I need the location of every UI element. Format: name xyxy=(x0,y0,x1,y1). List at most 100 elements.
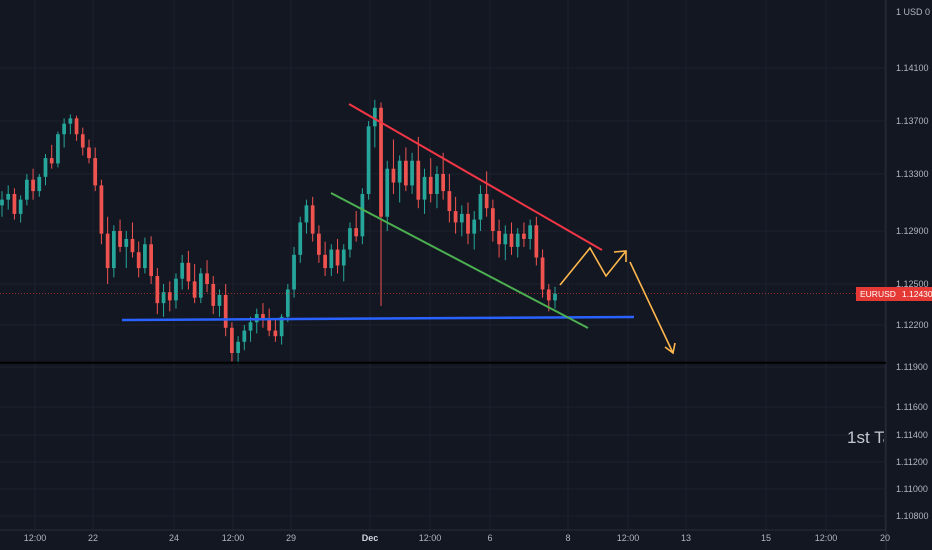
symbol-label: EURUSD xyxy=(860,289,896,299)
projection-arrow-down[interactable] xyxy=(629,261,674,354)
candle-body xyxy=(404,160,408,186)
candle-body xyxy=(18,199,23,214)
price-tick-label: 1.12200 xyxy=(896,320,929,330)
candle-body xyxy=(161,292,166,304)
price-tick-label: 1.10800 xyxy=(896,511,929,521)
candle-body xyxy=(236,341,240,353)
candle-body xyxy=(49,158,54,164)
candle-body xyxy=(478,193,483,220)
candle-body xyxy=(360,193,365,237)
candle-body xyxy=(484,193,489,209)
candle-body xyxy=(410,160,414,186)
candle-body xyxy=(422,176,427,200)
candle-body xyxy=(205,273,209,284)
time-tick-label: 12:00 xyxy=(222,533,245,543)
candle-body xyxy=(472,219,477,234)
time-axis-labels: 12:00 22 24 12:00 29 Dec 12:00 6 8 12:00 13 15 12:00… xyxy=(24,533,890,543)
candle-body xyxy=(447,191,452,212)
candle-body xyxy=(74,118,79,135)
candle-body xyxy=(0,199,4,206)
candle-body xyxy=(24,179,29,200)
price-tick-label: 1.14100 xyxy=(896,63,929,73)
candle-body xyxy=(43,158,48,177)
candle-body xyxy=(534,225,539,258)
candle-body xyxy=(522,233,526,239)
annotation-text[interactable]: 1st Ta xyxy=(847,428,884,447)
price-tick-label: 1.13700 xyxy=(896,116,929,126)
candle-body xyxy=(509,233,514,247)
candle-body xyxy=(99,185,104,234)
candle-body xyxy=(62,123,66,135)
candle-body xyxy=(335,249,340,266)
support-trend-line[interactable] xyxy=(121,315,635,322)
candle-body xyxy=(372,107,377,127)
price-tick-label: 1.11600 xyxy=(896,402,928,412)
time-tick-label: 13 xyxy=(681,533,691,543)
candle-body xyxy=(310,205,315,234)
candle-body xyxy=(105,233,110,269)
candle-body xyxy=(528,225,533,239)
time-tick-label: 12:00 xyxy=(617,533,640,543)
candle-body xyxy=(186,262,191,282)
drawings xyxy=(0,103,886,364)
candle-body xyxy=(155,276,160,304)
candle-body xyxy=(248,322,253,331)
candle-body xyxy=(515,233,520,247)
last-price-value: 1.12430 xyxy=(901,289,932,299)
time-tick-label: 24 xyxy=(169,533,179,543)
candle-body xyxy=(12,193,17,214)
candle-body xyxy=(459,213,464,223)
candle-body xyxy=(546,289,551,301)
candle-body xyxy=(435,174,439,194)
currency-label[interactable]: 1 USD 0 xyxy=(896,7,931,17)
candle-body xyxy=(192,281,197,298)
candle-body xyxy=(118,231,122,247)
candle-body xyxy=(93,158,98,186)
candle-body xyxy=(553,293,557,301)
last-price-tag: EURUSD 1.12430 xyxy=(856,287,932,301)
candle-body xyxy=(323,254,327,269)
candle-body xyxy=(211,284,216,306)
candle-body xyxy=(391,168,396,183)
candle-body xyxy=(453,211,458,223)
candle-body xyxy=(149,244,153,277)
candle-body xyxy=(304,205,309,223)
price-axis-labels: 1.14100 1.13700 1.13300 1.12900 1.12500 1.122… xyxy=(896,63,929,521)
candle-body xyxy=(31,179,35,192)
candle-body xyxy=(298,222,303,255)
time-tick-label: 12:00 xyxy=(419,533,442,543)
projection-arrow-path[interactable] xyxy=(559,246,627,286)
candle-body xyxy=(143,244,147,269)
candle-body xyxy=(87,147,91,159)
candle-body xyxy=(441,174,446,192)
candle-body xyxy=(167,292,172,301)
candle-body xyxy=(111,231,116,269)
candle-body xyxy=(124,238,129,247)
candle-body xyxy=(6,193,11,200)
time-tick-label: 15 xyxy=(761,533,771,543)
candle-body xyxy=(217,294,222,306)
price-tick-label: 1.12900 xyxy=(896,226,929,236)
candle-body xyxy=(174,278,178,301)
time-tick-label: 29 xyxy=(286,533,296,543)
candle-body xyxy=(242,330,247,342)
candle-body xyxy=(540,257,545,290)
candle-body xyxy=(397,160,402,183)
candle-body xyxy=(348,228,352,250)
price-tick-label: 1.13300 xyxy=(896,169,929,179)
candle-body xyxy=(416,160,421,200)
candle-body xyxy=(267,319,272,331)
lower-trend-line[interactable] xyxy=(330,192,589,329)
resistance-trend-line[interactable] xyxy=(348,103,603,251)
candle-body xyxy=(385,168,390,217)
price-tick-label: 1.11000 xyxy=(896,484,928,494)
candle-body xyxy=(273,330,278,337)
candle-body xyxy=(261,314,265,320)
price-tick-label: 1.12500 xyxy=(896,279,929,289)
candle-body xyxy=(329,249,334,269)
candle-body xyxy=(223,294,228,328)
candle-body xyxy=(56,134,60,164)
candle-body xyxy=(37,176,42,192)
time-tick-label: 12:00 xyxy=(815,533,838,543)
